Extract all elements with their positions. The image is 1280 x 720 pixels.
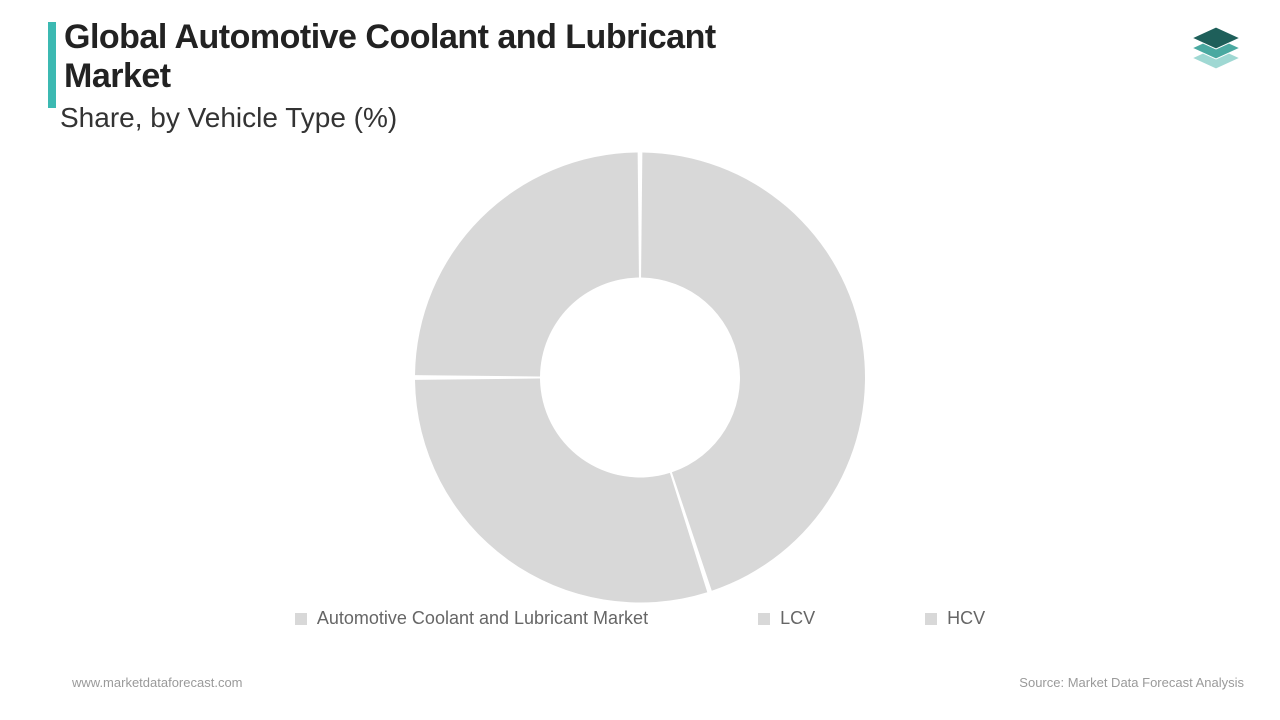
chart-legend: Automotive Coolant and Lubricant Market L… [0,608,1280,629]
legend-label: Automotive Coolant and Lubricant Market [317,608,648,629]
legend-swatch [295,613,307,625]
page-subtitle: Share, by Vehicle Type (%) [60,102,397,134]
brand-logo-icon [1188,18,1244,79]
footer-source: Source: Market Data Forecast Analysis [1019,675,1244,690]
page-title: Global Automotive Coolant and Lubricant … [64,18,824,96]
legend-swatch [925,613,937,625]
donut-slice [415,379,707,603]
legend-label: HCV [947,608,985,629]
legend-item: LCV [758,608,815,629]
donut-slice [415,153,639,377]
footer-url: www.marketdataforecast.com [72,675,243,690]
legend-label: LCV [780,608,815,629]
donut-chart [410,148,870,613]
legend-swatch [758,613,770,625]
legend-item: Automotive Coolant and Lubricant Market [295,608,648,629]
title-accent-bar [48,22,56,108]
legend-item: HCV [925,608,985,629]
